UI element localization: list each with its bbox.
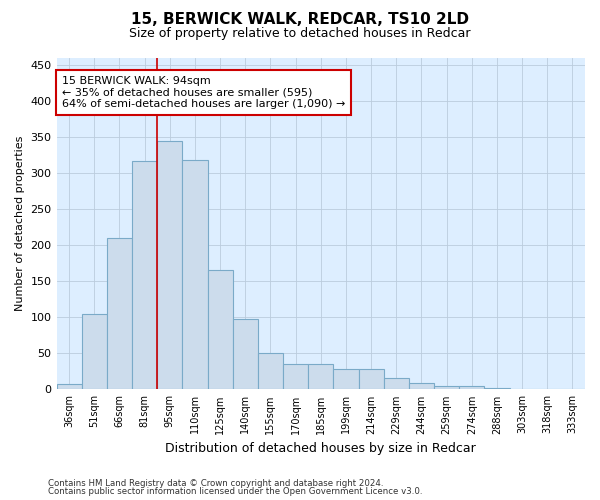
Text: Contains public sector information licensed under the Open Government Licence v3: Contains public sector information licen… <box>48 487 422 496</box>
Bar <box>334 369 359 390</box>
Bar <box>434 386 459 390</box>
Bar <box>82 314 107 390</box>
Bar <box>132 162 157 390</box>
Bar <box>409 383 434 390</box>
Text: 15, BERWICK WALK, REDCAR, TS10 2LD: 15, BERWICK WALK, REDCAR, TS10 2LD <box>131 12 469 28</box>
Bar <box>359 369 383 390</box>
Bar <box>560 388 585 390</box>
Bar <box>535 388 560 390</box>
Bar <box>157 141 182 390</box>
X-axis label: Distribution of detached houses by size in Redcar: Distribution of detached houses by size … <box>166 442 476 455</box>
Bar <box>107 238 132 390</box>
Bar <box>233 320 258 390</box>
Bar <box>459 386 484 390</box>
Text: Contains HM Land Registry data © Crown copyright and database right 2024.: Contains HM Land Registry data © Crown c… <box>48 478 383 488</box>
Bar <box>283 364 308 390</box>
Bar <box>484 388 509 390</box>
Bar <box>258 354 283 390</box>
Bar <box>308 364 334 390</box>
Bar <box>56 384 82 390</box>
Text: 15 BERWICK WALK: 94sqm
← 35% of detached houses are smaller (595)
64% of semi-de: 15 BERWICK WALK: 94sqm ← 35% of detached… <box>62 76 345 109</box>
Bar <box>182 160 208 390</box>
Bar <box>208 270 233 390</box>
Bar <box>383 378 409 390</box>
Y-axis label: Number of detached properties: Number of detached properties <box>15 136 25 311</box>
Bar <box>509 388 535 390</box>
Text: Size of property relative to detached houses in Redcar: Size of property relative to detached ho… <box>129 28 471 40</box>
